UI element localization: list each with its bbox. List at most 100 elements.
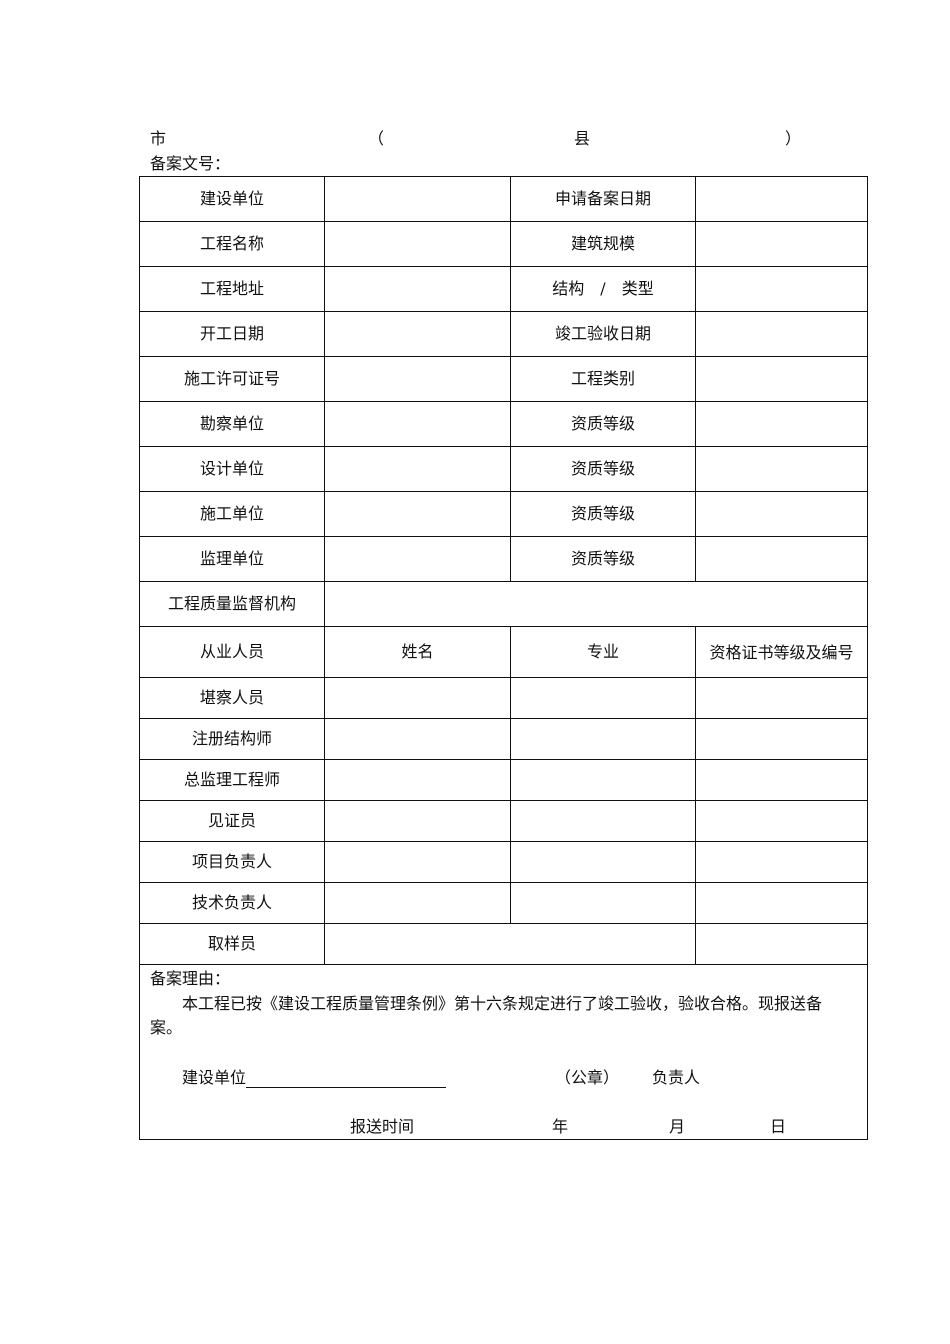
certificate-cell (695, 759, 868, 801)
role-label: 项目负责人 (139, 841, 325, 883)
table-row: 工程质量监督机构 (139, 581, 868, 627)
specialty-cell (510, 882, 696, 924)
field-value (695, 176, 868, 222)
role-label: 注册结构师 (139, 718, 325, 760)
signature-line (246, 1071, 447, 1088)
field-label: 资质等级 (510, 491, 696, 537)
role-label: 取样员 (139, 923, 325, 965)
field-label: 工程名称 (139, 221, 325, 267)
declaration-body-cont: 案。 (150, 1018, 183, 1037)
table-row: 工程地址 结构 / 类型 (139, 266, 868, 312)
name-cell (324, 677, 511, 719)
field-value (324, 266, 511, 312)
field-label: 工程类别 (510, 356, 696, 402)
table-row: 勘察单位 资质等级 (139, 401, 868, 447)
column-header: 从业人员 (139, 626, 325, 678)
role-label: 见证员 (139, 800, 325, 842)
paren-close: ） (785, 129, 802, 148)
column-header: 专业 (510, 626, 696, 678)
personnel-header-row: 从业人员 姓名 专业 资格证书等级及编号 (139, 626, 868, 678)
field-value (695, 491, 868, 537)
month-label: 月 (669, 1117, 686, 1136)
field-value (695, 356, 868, 402)
field-label: 结构 / 类型 (510, 266, 696, 312)
table-row: 施工许可证号 工程类别 (139, 356, 868, 402)
name-cell (324, 759, 511, 801)
role-label: 堪察人员 (139, 677, 325, 719)
submit-time-label: 报送时间 (350, 1117, 415, 1136)
field-value (695, 446, 868, 492)
certificate-cell (695, 882, 868, 924)
column-header: 姓名 (324, 626, 511, 678)
specialty-cell (510, 677, 696, 719)
field-label: 建筑规模 (510, 221, 696, 267)
declaration-row: 备案理由： 本工程已按《建设工程质量管理条例》第十六条规定进行了竣工验收，验收合… (139, 964, 868, 1140)
table-row: 监理单位 资质等级 (139, 536, 868, 582)
field-value (695, 401, 868, 447)
seal-label: （公章） (555, 1068, 620, 1087)
field-value (695, 311, 868, 357)
field-value (695, 221, 868, 267)
field-label: 申请备案日期 (510, 176, 696, 222)
specialty-cell (510, 718, 696, 760)
column-header: 资格证书等级及编号 (695, 626, 868, 678)
declaration-title: 备案理由： (150, 969, 231, 988)
construction-unit-signature: 建设单位 (182, 1068, 447, 1088)
field-value (324, 356, 511, 402)
field-value (324, 536, 511, 582)
field-label: 设计单位 (139, 446, 325, 492)
field-value (695, 536, 868, 582)
name-cell (324, 882, 511, 924)
name-cell (324, 841, 511, 883)
field-value (324, 401, 511, 447)
responsible-person-label: 负责人 (652, 1068, 701, 1087)
specialty-cell (510, 800, 696, 842)
city-label: 市 (150, 129, 167, 148)
year-label: 年 (552, 1117, 569, 1136)
table-row: 项目负责人 (139, 841, 868, 883)
table-row: 见证员 (139, 800, 868, 842)
field-value (695, 266, 868, 312)
field-value (324, 581, 868, 627)
field-label: 监理单位 (139, 536, 325, 582)
name-cell (324, 800, 511, 842)
certificate-cell (695, 923, 868, 965)
table-row: 设计单位 资质等级 (139, 446, 868, 492)
field-label: 建设单位 (139, 176, 325, 222)
table-row: 总监理工程师 (139, 759, 868, 801)
paren-open: （ (368, 129, 385, 148)
declaration-body: 本工程已按《建设工程质量管理条例》第十六条规定进行了竣工验收，验收合格。现报送备 (182, 994, 823, 1013)
role-label: 技术负责人 (139, 882, 325, 924)
field-label: 资质等级 (510, 446, 696, 492)
name-cell (324, 923, 696, 965)
county-label: 县 (574, 129, 591, 148)
construction-unit-label: 建设单位 (182, 1068, 247, 1087)
day-label: 日 (770, 1117, 787, 1136)
certificate-cell (695, 841, 868, 883)
specialty-cell (510, 759, 696, 801)
role-label: 总监理工程师 (139, 759, 325, 801)
table-row: 开工日期 竣工验收日期 (139, 311, 868, 357)
table-row: 建设单位 申请备案日期 (139, 176, 868, 222)
field-label: 施工许可证号 (139, 356, 325, 402)
field-value (324, 221, 511, 267)
field-value (324, 491, 511, 537)
certificate-cell (695, 718, 868, 760)
declaration-section: 备案理由： 本工程已按《建设工程质量管理条例》第十六条规定进行了竣工验收，验收合… (139, 964, 868, 1140)
field-label: 施工单位 (139, 491, 325, 537)
field-label: 工程质量监督机构 (139, 581, 325, 627)
field-label: 工程地址 (139, 266, 325, 312)
specialty-cell (510, 841, 696, 883)
table-row: 取样员 (139, 923, 868, 965)
table-row: 技术负责人 (139, 882, 868, 924)
field-label: 资质等级 (510, 401, 696, 447)
record-form-table: 建设单位 申请备案日期 工程名称 建筑规模 工程地址 结构 / 类型 开工日期 竣工验收… (139, 176, 868, 1140)
field-value (324, 446, 511, 492)
record-number-label: 备案文号： (150, 154, 231, 173)
table-row: 注册结构师 (139, 718, 868, 760)
certificate-cell (695, 677, 868, 719)
table-row: 施工单位 资质等级 (139, 491, 868, 537)
field-label: 开工日期 (139, 311, 325, 357)
table-row: 工程名称 建筑规模 (139, 221, 868, 267)
certificate-cell (695, 800, 868, 842)
